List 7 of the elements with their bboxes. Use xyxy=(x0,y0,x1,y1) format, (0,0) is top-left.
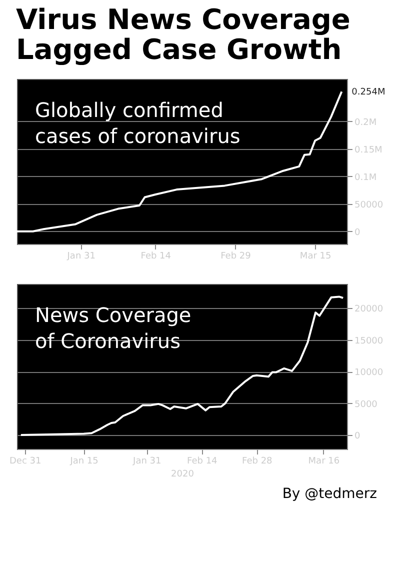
text: By @tedmerz xyxy=(282,486,377,502)
annotation: 0.254M xyxy=(352,88,386,98)
chart-title: Virus News Coverage Lagged Case Growth xyxy=(16,3,350,66)
annotation: News Coverage of Coronavirus xyxy=(35,303,192,353)
line-series xyxy=(16,90,343,232)
line-series xyxy=(20,296,344,436)
annotation: Globally confirmed cases of coronavirus xyxy=(35,98,240,148)
